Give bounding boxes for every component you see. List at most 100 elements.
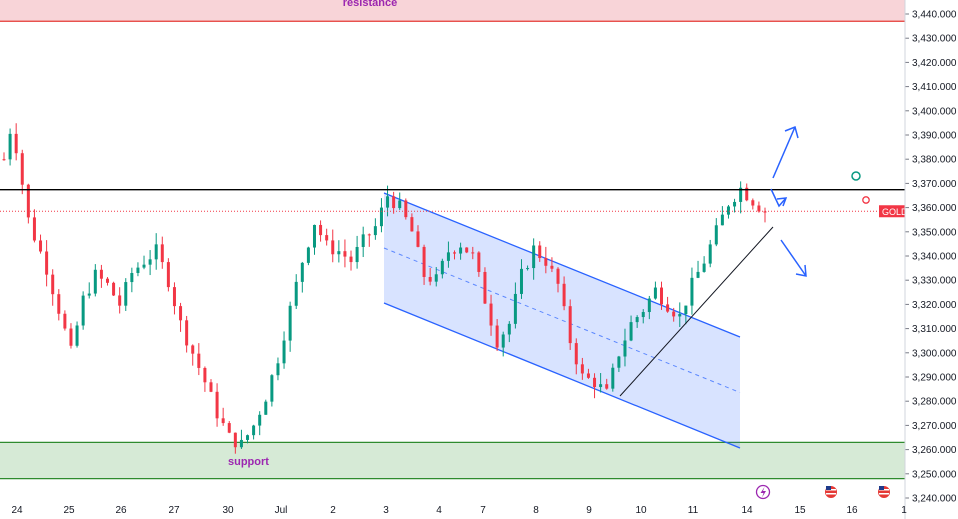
y-axis-bg (905, 0, 958, 519)
candle-body (714, 225, 718, 245)
candle-body (227, 423, 231, 433)
candle-body (526, 268, 530, 270)
candle-body (373, 226, 377, 236)
candle-body (57, 294, 61, 314)
x-tick-label: 25 (63, 505, 75, 516)
candle-body (14, 133, 18, 154)
x-tick-label: 4 (436, 505, 442, 516)
candle-body (477, 252, 481, 272)
candle-body (763, 211, 767, 213)
candle-body (233, 432, 237, 448)
green-circle-marker (851, 171, 861, 181)
candle-body (678, 314, 682, 317)
candle-body (751, 200, 755, 206)
candle-body (185, 320, 189, 346)
candle-body (306, 247, 310, 263)
candle-body (690, 277, 694, 306)
x-tick-label: 26 (115, 505, 127, 516)
flag-canton (879, 486, 884, 490)
candle-body (757, 205, 761, 212)
y-tick-label: 3,410.000 (912, 82, 957, 93)
candle-body (580, 364, 584, 374)
candle-body (118, 295, 122, 306)
y-tick-label: 3,250.000 (912, 469, 957, 480)
y-tick-label: 3,360.000 (912, 203, 957, 214)
bearish-arrow-line (780, 239, 807, 277)
x-tick-label: 14 (741, 505, 753, 516)
x-tick-label: 15 (794, 505, 806, 516)
rising-trendline (619, 226, 774, 397)
candle-body (264, 401, 268, 415)
candle-body (586, 373, 590, 378)
candle-body (653, 287, 657, 299)
candle-body (623, 340, 627, 357)
x-tick-label: 10 (635, 505, 647, 516)
candle-body (124, 282, 128, 306)
y-tick-label: 3,370.000 (912, 179, 957, 190)
candle-body (209, 382, 213, 392)
bearish-arrow-head (795, 264, 807, 277)
candle-body (331, 240, 335, 255)
resistance-label: resistance (343, 0, 397, 9)
symbol-tag (879, 205, 905, 218)
candle-body (69, 328, 73, 346)
candle-body (154, 244, 158, 260)
candle-body (148, 259, 152, 265)
candle-body (453, 252, 457, 254)
candle-body (367, 234, 371, 236)
candle-body (647, 298, 651, 313)
x-tick-label: 8 (533, 505, 539, 516)
candle-body (300, 262, 304, 282)
bullish-arrow-line (772, 126, 796, 179)
y-tick-label: 3,430.000 (912, 34, 957, 45)
candle-body (203, 367, 207, 383)
candle-body (112, 282, 116, 296)
candle-body (495, 325, 499, 348)
x-tick-label: 9 (586, 505, 592, 516)
bullish-arrow-head (784, 125, 799, 139)
candle-body (355, 246, 359, 263)
y-tick-label: 3,270.000 (912, 421, 957, 432)
candle-body (471, 252, 475, 254)
y-tick-label: 3,420.000 (912, 58, 957, 69)
x-tick-label: 7 (480, 505, 486, 516)
candle-body (312, 224, 316, 248)
candle-body (708, 244, 712, 264)
channel-lower-line (383, 302, 741, 449)
candle-body (745, 187, 749, 201)
x-tick-label: Jul (275, 505, 288, 516)
candle-body (398, 200, 402, 209)
candle-body (75, 325, 79, 346)
y-tick-label: 3,350.000 (912, 227, 957, 238)
candle-body (20, 153, 24, 185)
candle-body (641, 312, 645, 318)
candle-body (32, 217, 36, 241)
candle-body (349, 256, 353, 263)
x-tick-label: 1 (901, 505, 907, 516)
y-tick-label: 3,440.000 (912, 10, 957, 21)
candle-body (343, 251, 347, 257)
y-tick-label: 3,280.000 (912, 397, 957, 408)
y-tick-label: 3,340.000 (912, 252, 957, 263)
candle-body (99, 269, 103, 279)
candle-body (666, 304, 670, 312)
candle-body (81, 295, 85, 326)
candle-body (519, 268, 523, 294)
y-tick-label: 3,240.000 (912, 494, 957, 505)
candle-body (629, 322, 633, 341)
candle-body (39, 240, 43, 252)
candle-body (568, 306, 572, 344)
y-tick-label: 3,300.000 (912, 348, 957, 359)
candle-body (507, 323, 511, 335)
candle-body (258, 414, 262, 426)
candle-body (379, 207, 383, 227)
candle-body (684, 305, 688, 315)
symbol-label: GOLD (882, 207, 908, 217)
candle-body (361, 234, 365, 247)
candle-body (136, 267, 140, 274)
red-circle-marker (862, 196, 870, 204)
candle-body (404, 200, 408, 218)
y-tick-label: 3,260.000 (912, 445, 957, 456)
candle-body (574, 343, 578, 365)
